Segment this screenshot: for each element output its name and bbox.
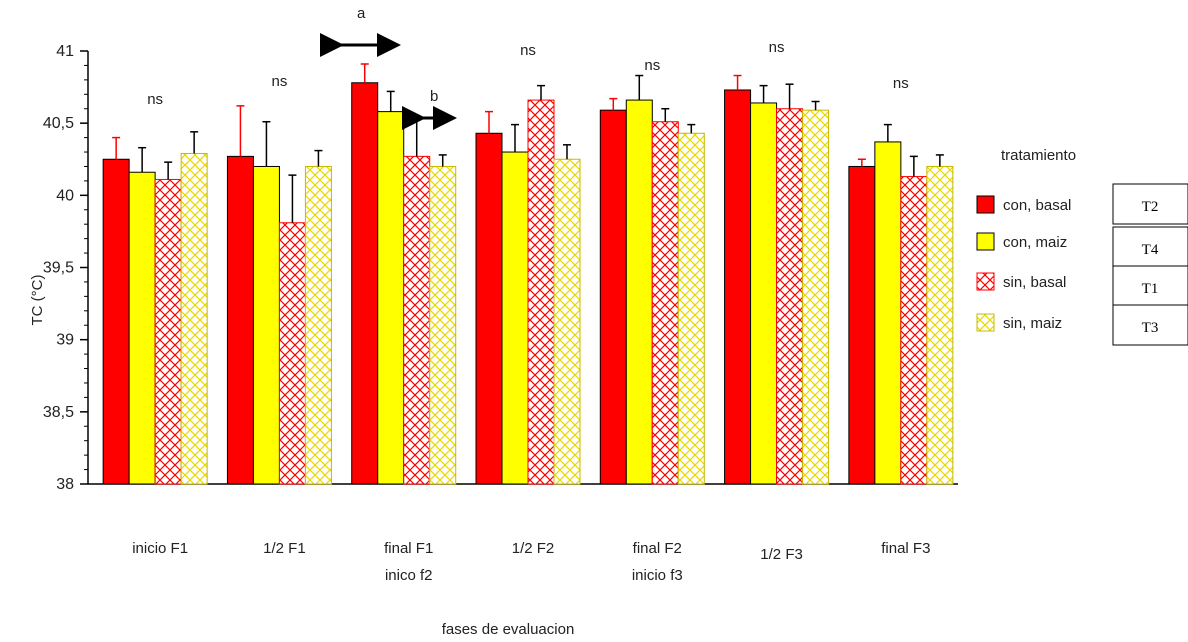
significance-label: ns — [272, 73, 288, 90]
bar-sin-maiz-0 — [180, 152, 208, 485]
significance-label: ns — [893, 75, 909, 92]
bar-con-maiz-6 — [874, 141, 902, 485]
x-tick-label: inicio f3 — [632, 567, 683, 584]
significance-label: ns — [147, 91, 163, 108]
y-tick-label: 39 — [56, 332, 74, 349]
bar-sin-basal-6 — [900, 176, 928, 485]
bar-con-maiz-2 — [377, 111, 405, 485]
bar-sin-basal-5 — [776, 108, 804, 485]
significance-label: ns — [769, 39, 785, 56]
legend-entry-label: con, basal — [1003, 197, 1071, 214]
bar-sin-basal-3 — [527, 99, 555, 485]
bar-con-maiz-4 — [625, 99, 653, 485]
bar-con-basal-1 — [226, 155, 254, 485]
y-tick-label: 38,5 — [43, 404, 74, 421]
treatment-code-box — [1112, 265, 1188, 307]
bar-sin-basal-4 — [651, 121, 679, 485]
y-tick-label: 39,5 — [43, 260, 74, 277]
bar-con-basal-4 — [599, 109, 627, 485]
bars-layer: inicio F1 1/2 F1 final F1 inico f2 1/2 F2 fin… — [102, 63, 954, 584]
x-tick-label: final F2 — [633, 540, 682, 557]
y-tick-label: 40 — [56, 187, 74, 204]
bar-con-basal-2 — [351, 82, 379, 485]
bar-con-maiz-1 — [252, 165, 280, 485]
y-tick-label: 41 — [56, 43, 74, 60]
bar-sin-basal-2 — [403, 155, 431, 485]
legend-swatch — [976, 232, 995, 251]
annotation-layer: ns ns ns ns ns ns — [147, 39, 909, 108]
y-tick-label: 40,5 — [43, 115, 74, 132]
legend-swatch — [976, 272, 995, 291]
legend-swatch — [976, 313, 995, 332]
bar-con-basal-5 — [724, 89, 752, 485]
bar-con-maiz-5 — [750, 102, 778, 485]
x-tick-label: inico f2 — [385, 567, 433, 584]
bar-con-basal-3 — [475, 132, 503, 485]
y-tick-label: 38 — [56, 476, 74, 493]
legend: con, basal con, maiz sin, basal sin, maiz T2… — [976, 183, 1188, 346]
bar-sin-maiz-2 — [429, 165, 457, 485]
bar-sin-maiz-6 — [926, 165, 954, 485]
y-axis-label: TC (°C) — [29, 275, 46, 326]
letter-a-label: a — [357, 5, 366, 22]
treatment-code-label: T4 — [1142, 242, 1159, 258]
treatment-code-box — [1112, 183, 1188, 225]
x-tick-label: final F1 — [384, 540, 433, 557]
bar-con-basal-0 — [102, 158, 130, 485]
bar-sin-maiz-5 — [802, 109, 830, 485]
bar-sin-maiz-3 — [553, 158, 581, 485]
legend-entry-label: sin, basal — [1003, 274, 1066, 291]
x-tick-label: 1/2 F2 — [512, 540, 555, 557]
bar-con-maiz-0 — [128, 171, 156, 485]
bar-sin-basal-1 — [278, 222, 306, 485]
significance-label: ns — [644, 57, 660, 74]
x-axis-label: fases de evaluacion — [442, 621, 575, 638]
legend-entry-label: sin, maiz — [1003, 315, 1062, 332]
treatment-code-label: T3 — [1142, 320, 1159, 336]
treatment-code-label: T2 — [1142, 199, 1159, 215]
bar-con-basal-6 — [848, 165, 876, 485]
letter-b-label: b — [430, 88, 438, 105]
treatment-code-box — [1112, 304, 1188, 346]
bar-sin-maiz-1 — [304, 165, 332, 485]
treatment-code-box — [1112, 226, 1188, 268]
x-tick-label: final F3 — [881, 540, 930, 557]
legend-swatch — [976, 195, 995, 214]
bar-sin-basal-0 — [154, 178, 182, 485]
bar-con-maiz-3 — [501, 151, 529, 485]
x-tick-label: inicio F1 — [132, 540, 188, 557]
legend-title: tratamiento — [1001, 147, 1076, 164]
x-tick-label: 1/2 F1 — [263, 540, 306, 557]
treatment-code-label: T1 — [1142, 281, 1159, 297]
x-tick-label: 1/2 F3 — [760, 546, 803, 563]
bar-sin-maiz-4 — [677, 132, 705, 485]
legend-entry-label: con, maiz — [1003, 234, 1067, 251]
significance-label: ns — [520, 42, 536, 59]
